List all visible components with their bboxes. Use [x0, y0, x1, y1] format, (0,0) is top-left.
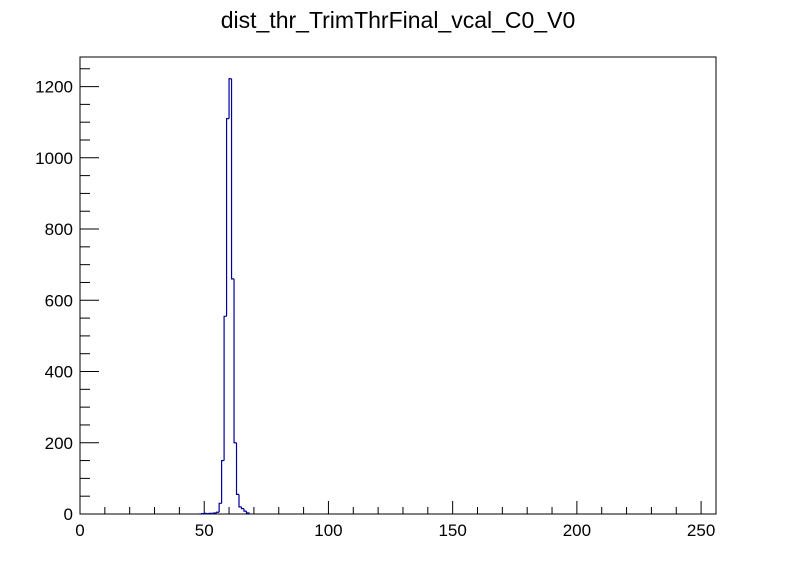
histogram-bin: [235, 442, 239, 496]
y-tick-label: 800: [45, 220, 73, 239]
y-tick-label: 0: [64, 505, 73, 524]
y-tick-label: 1200: [35, 78, 73, 97]
histogram-bin: [243, 508, 247, 512]
histogram-bin: [223, 315, 227, 461]
x-tick-label: 150: [438, 521, 466, 540]
histogram-bin: [245, 511, 250, 514]
histogram-bin: [240, 506, 244, 510]
y-tick-label: 400: [45, 363, 73, 382]
histogram-bin: [230, 78, 235, 280]
y-tick-label: 1000: [35, 149, 73, 168]
histogram-bin: [233, 278, 237, 444]
histogram-bin: [228, 78, 232, 119]
x-tick-label: 250: [687, 521, 715, 540]
histogram-bin: [238, 494, 242, 508]
chart-title: dist_thr_TrimThrFinal_vcal_C0_V0: [221, 7, 576, 33]
x-tick-label: 200: [563, 521, 591, 540]
y-tick-label: 200: [45, 434, 73, 453]
x-tick-label: 50: [195, 521, 214, 540]
plot-frame: [79, 56, 717, 515]
histogram-bin: [218, 502, 222, 513]
x-tick-label: 0: [75, 521, 84, 540]
x-tick-label: 100: [314, 521, 342, 540]
y-tick-label: 600: [45, 291, 73, 310]
histogram-bin: [221, 459, 225, 504]
histogram-bin: [216, 511, 220, 513]
histogram-bin: [225, 118, 230, 317]
